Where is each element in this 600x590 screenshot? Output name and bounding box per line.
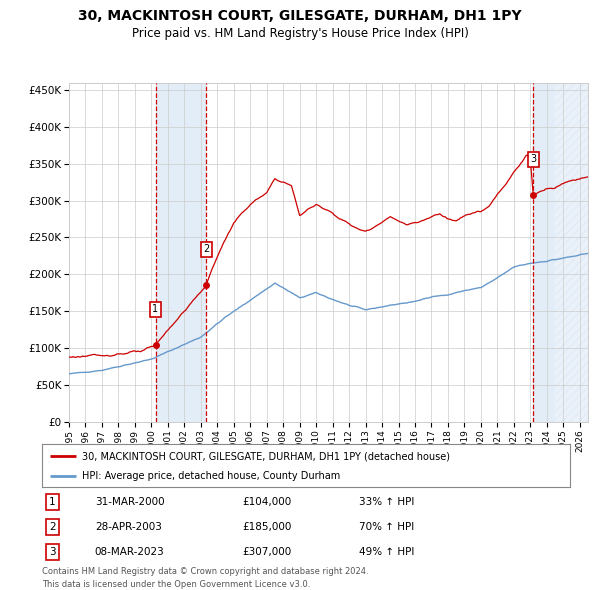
Text: 2: 2 [203, 244, 209, 254]
Text: 31-MAR-2000: 31-MAR-2000 [95, 497, 164, 507]
Text: HPI: Average price, detached house, County Durham: HPI: Average price, detached house, Coun… [82, 471, 340, 481]
Text: 3: 3 [530, 155, 536, 165]
Text: 33% ↑ HPI: 33% ↑ HPI [359, 497, 414, 507]
Bar [533, 83, 555, 422]
Text: Price paid vs. HM Land Registry's House Price Index (HPI): Price paid vs. HM Land Registry's House … [131, 27, 469, 40]
Text: £307,000: £307,000 [242, 547, 292, 556]
Bar [555, 83, 588, 422]
Text: Contains HM Land Registry data © Crown copyright and database right 2024.: Contains HM Land Registry data © Crown c… [42, 567, 368, 576]
Text: 70% ↑ HPI: 70% ↑ HPI [359, 522, 414, 532]
Text: 08-MAR-2023: 08-MAR-2023 [95, 547, 164, 556]
Text: 2: 2 [49, 522, 56, 532]
Text: 49% ↑ HPI: 49% ↑ HPI [359, 547, 414, 556]
Text: 28-APR-2003: 28-APR-2003 [95, 522, 161, 532]
Text: 1: 1 [49, 497, 56, 507]
Text: This data is licensed under the Open Government Licence v3.0.: This data is licensed under the Open Gov… [42, 580, 310, 589]
Text: 30, MACKINTOSH COURT, GILESGATE, DURHAM, DH1 1PY (detached house): 30, MACKINTOSH COURT, GILESGATE, DURHAM,… [82, 451, 449, 461]
Text: 1: 1 [152, 304, 158, 314]
Text: £185,000: £185,000 [242, 522, 292, 532]
Text: 3: 3 [49, 547, 56, 556]
Text: 30, MACKINTOSH COURT, GILESGATE, DURHAM, DH1 1PY: 30, MACKINTOSH COURT, GILESGATE, DURHAM,… [78, 9, 522, 23]
Bar [155, 83, 206, 422]
Text: £104,000: £104,000 [242, 497, 292, 507]
